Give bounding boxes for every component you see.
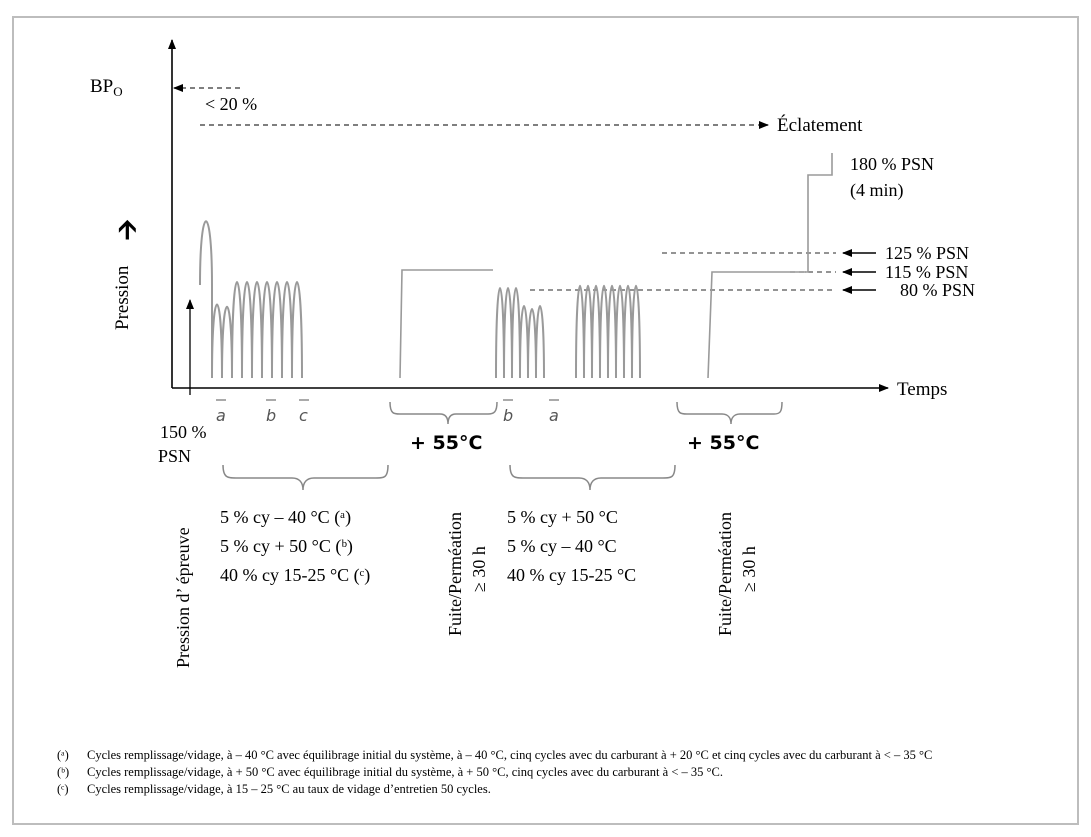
psn150-label-2: PSN: [158, 446, 191, 466]
psn180-duration: (4 min): [850, 180, 904, 201]
pression-axis-label: Pression: [112, 265, 133, 330]
bpo-label: BPO: [90, 76, 123, 99]
footnote-text: Cycles remplissage/vidage, à 15 – 25 °C …: [87, 782, 491, 796]
footnote-b: (ᵇ) Cycles remplissage/vidage, à + 50 °C…: [57, 764, 1067, 781]
cycle-label-b2: b: [503, 406, 513, 425]
fuite-permeation-label-2: Fuite/Perméation: [715, 512, 735, 636]
duration-label-2: ≥ 30 h: [739, 546, 759, 592]
cycle-label-a2: a: [549, 406, 559, 425]
plus55-label-2: + 55°C: [687, 432, 759, 454]
temps-label: Temps: [897, 379, 947, 400]
psn125-label: 125 % PSN: [885, 243, 969, 263]
duration-label-1: ≥ 30 h: [469, 546, 489, 592]
pressure-curve: [199, 220, 642, 381]
psn180-connector: [805, 153, 833, 273]
initial-proof-spike: [199, 220, 213, 378]
pression-epreuve-label: Pression d’ épreuve: [173, 527, 193, 668]
footnote-c: (ᶜ) Cycles remplissage/vidage, à 15 – 25…: [57, 781, 1067, 798]
psn150-label: 150 %: [160, 422, 207, 442]
first-cycle-group: [211, 281, 303, 381]
brace-group-2: [509, 464, 676, 491]
footnote-text: Cycles remplissage/vidage, à – 40 °C ave…: [87, 748, 933, 762]
group2-line2: 5 % cy – 40 °C: [507, 536, 617, 556]
group1-line1: 5 % cy – 40 °C (ᵃ): [220, 507, 351, 528]
plus55-label-1: + 55°C: [410, 432, 482, 454]
second-cycle-group-b: [575, 284, 642, 380]
group1-line2: 5 % cy + 50 °C (ᵇ): [220, 536, 353, 557]
brace-hold-2: [676, 401, 783, 425]
fuite-permeation-label-1: Fuite/Perméation: [445, 512, 465, 636]
lt20-label: < 20 %: [205, 94, 257, 114]
psn80-label: 80 % PSN: [900, 280, 975, 300]
footnote-marker: (ᶜ): [57, 782, 69, 796]
footnotes: (ᵃ) Cycles remplissage/vidage, à – 40 °C…: [57, 747, 1067, 798]
hold-segment-2: [707, 271, 806, 379]
cycle-label-c1: c: [299, 406, 308, 425]
footnote-text: Cycles remplissage/vidage, à + 50 °C ave…: [87, 765, 723, 779]
brace-group-1: [222, 464, 389, 491]
eclatement-label: Éclatement: [777, 114, 863, 136]
footnote-a: (ᵃ) Cycles remplissage/vidage, à – 40 °C…: [57, 747, 1067, 764]
brace-hold-1: [389, 401, 498, 425]
footnote-marker: (ᵃ): [57, 748, 69, 762]
cycle-label-a1: a: [216, 406, 226, 425]
hold-segment-1: [399, 269, 493, 379]
group2-line3: 40 % cy 15-25 °C: [507, 565, 636, 585]
cycle-label-b1: b: [266, 406, 276, 425]
psn180-label: 180 % PSN: [850, 154, 934, 174]
second-cycle-group-a: [495, 287, 545, 381]
psn115-label: 115 % PSN: [885, 262, 968, 282]
group1-line3: 40 % cy 15-25 °C (ᶜ): [220, 565, 370, 586]
footnote-marker: (ᵇ): [57, 765, 70, 779]
group2-line1: 5 % cy + 50 °C: [507, 507, 618, 527]
up-arrow-icon: 🡩: [118, 215, 137, 245]
figure-frame: [12, 16, 1079, 825]
